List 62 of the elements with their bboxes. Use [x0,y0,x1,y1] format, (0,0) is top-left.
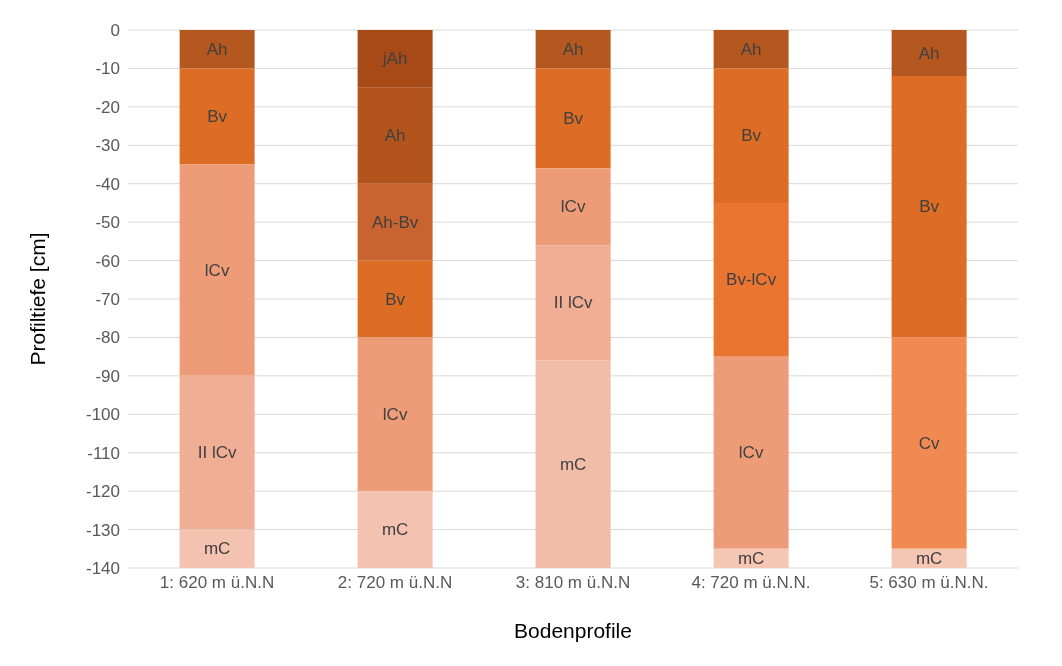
bar [357,183,433,261]
x-tick-label: 1: 620 m ü.N.N [159,573,275,593]
y-tick-label: -10 [95,59,120,79]
data-label: jAh [381,49,408,69]
data-label: Ah [384,126,406,146]
y-tick-label: -100 [85,405,120,425]
x-tick-label: 5: 630 m ü.N.N. [869,573,989,593]
data-label: Bv [207,106,228,126]
data-label: lCv [738,443,764,463]
data-label: mC [737,548,765,568]
data-label: Bv [563,108,584,128]
y-tick-label: -80 [95,328,120,348]
bar [891,30,967,77]
bar [891,337,967,549]
x-tick-label: 2: 720 m ü.N.N [337,573,453,593]
data-label: mC [203,539,231,559]
data-label: mC [559,454,587,474]
data-label: Bv [919,197,940,217]
data-label: mC [915,548,943,568]
data-label: lCv [204,260,230,280]
bar [357,491,433,568]
bar [535,360,611,568]
y-tick-label: -20 [95,97,120,117]
data-label: II lCv [553,293,593,313]
bar [535,168,611,246]
bar [179,68,255,165]
data-label: Cv [918,433,941,453]
y-tick-label: -120 [85,482,120,502]
data-label: Ah-Bv [371,212,419,232]
x-axis-title: Bodenprofile [514,619,632,642]
bar [535,68,611,169]
y-tick-label: -30 [95,136,120,156]
data-label: II lCv [197,443,237,463]
data-label: mC [381,520,409,540]
y-tick-label: -140 [85,559,120,579]
data-label: Bv [741,126,762,146]
bar [535,245,611,361]
bar [179,375,255,530]
data-label: Ah [740,39,762,59]
y-tick-label: -110 [87,443,120,463]
x-tick-label: 4: 720 m ü.N.N. [691,573,811,593]
y-tick-label: 0 [110,21,120,41]
data-label: Ah [206,39,228,59]
data-label: lCv [382,404,408,424]
bar [891,76,967,338]
bar [179,30,255,69]
bar [179,164,255,376]
y-tick-label: -60 [95,251,120,271]
data-label: Bv [385,289,406,309]
data-label: Bv-lCv [726,270,777,290]
data-label: Ah [562,39,584,59]
y-tick-label: -40 [95,174,120,194]
y-tick-label: -50 [95,213,120,233]
bar [535,30,611,69]
y-tick-label: -130 [85,520,120,540]
x-tick-label: 3: 810 m ü.N.N [515,573,631,593]
data-label: Ah [918,43,940,63]
y-axis-title: Profiltiefe [cm] [26,232,50,366]
data-label: lCv [560,197,586,217]
bar [713,30,789,69]
y-tick-label: -70 [95,290,120,310]
y-tick-label: -90 [95,366,120,386]
